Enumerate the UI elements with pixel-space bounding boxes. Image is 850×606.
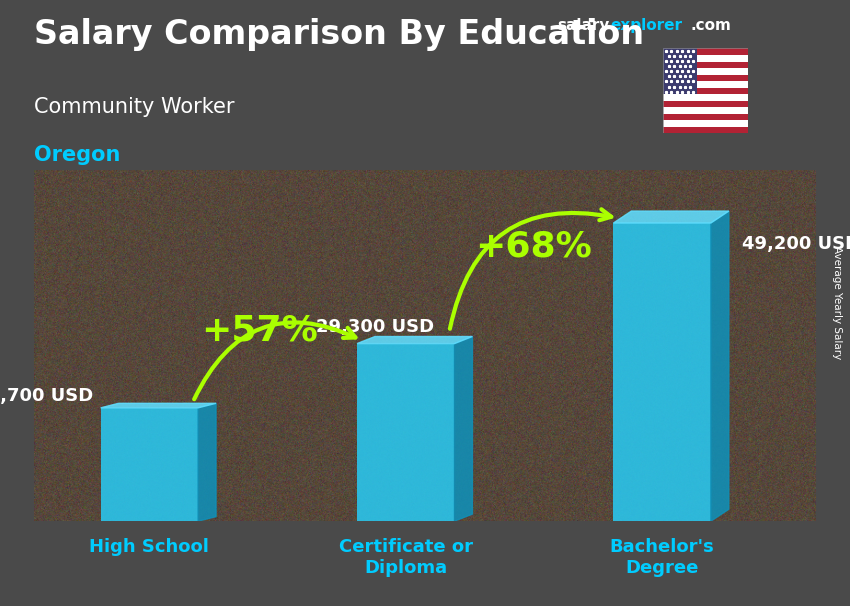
Bar <box>663 81 748 88</box>
Text: .com: .com <box>690 18 731 33</box>
Polygon shape <box>711 211 728 521</box>
Text: Salary Comparison By Education: Salary Comparison By Education <box>34 18 644 51</box>
Polygon shape <box>614 211 728 223</box>
Polygon shape <box>357 336 473 344</box>
Bar <box>663 101 748 107</box>
Polygon shape <box>455 336 473 521</box>
Bar <box>614 223 711 521</box>
Bar <box>663 48 697 94</box>
Text: explorer: explorer <box>610 18 683 33</box>
Bar <box>357 344 455 521</box>
Polygon shape <box>198 404 216 521</box>
Text: Average Yearly Salary: Average Yearly Salary <box>832 247 842 359</box>
Bar <box>663 88 748 94</box>
Text: salary: salary <box>557 18 609 33</box>
Text: +57%: +57% <box>201 313 318 347</box>
Bar <box>663 62 748 68</box>
Text: 29,300 USD: 29,300 USD <box>316 318 434 336</box>
Bar <box>663 55 748 62</box>
Bar <box>663 75 748 81</box>
Text: 18,700 USD: 18,700 USD <box>0 387 93 405</box>
Text: Oregon: Oregon <box>34 145 121 165</box>
Bar <box>100 408 198 521</box>
Text: 49,200 USD: 49,200 USD <box>742 235 850 253</box>
Text: +68%: +68% <box>476 230 592 264</box>
Bar <box>663 68 748 75</box>
Bar <box>663 127 748 133</box>
Bar <box>663 120 748 127</box>
Bar <box>663 94 748 101</box>
Polygon shape <box>100 404 216 408</box>
Bar <box>663 107 748 114</box>
Text: Community Worker: Community Worker <box>34 97 235 117</box>
Bar <box>663 48 748 55</box>
Bar <box>663 114 748 120</box>
